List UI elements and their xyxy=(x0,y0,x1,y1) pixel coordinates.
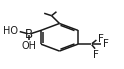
Text: OH: OH xyxy=(22,41,37,51)
Text: F: F xyxy=(104,39,109,49)
Text: F: F xyxy=(98,34,104,44)
Text: B: B xyxy=(25,28,33,41)
Text: F: F xyxy=(93,50,99,60)
Text: HO: HO xyxy=(3,26,18,36)
